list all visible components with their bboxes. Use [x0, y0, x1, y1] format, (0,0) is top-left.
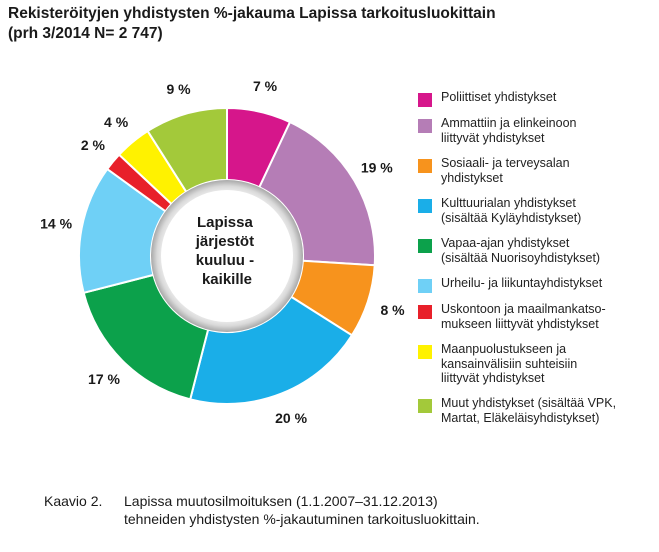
legend-swatch [418, 199, 432, 213]
center-line: Lapissa [197, 214, 254, 231]
legend-line: liittyvät yhdistykset [441, 371, 545, 385]
legend-swatch [418, 239, 432, 253]
value-label-ammatti: 19 % [361, 159, 393, 175]
legend-swatch [418, 305, 432, 319]
value-label-muut: 9 % [166, 81, 191, 97]
legend-line: Martat, Eläkeläisyhdistykset) [441, 410, 600, 425]
chart-title-line1: Rekisteröityjen yhdistysten %-jakauma La… [8, 5, 496, 22]
caption-line: tehneiden yhdistysten %-jakautuminen tar… [124, 511, 480, 527]
legend-item-sosiaali: Sosiaali- ja terveysalan yhdistykset [418, 156, 654, 185]
legend-label: Sosiaali- ja terveysalan yhdistykset [441, 156, 570, 185]
value-label-urheilu: 14 % [40, 215, 72, 231]
legend-item-uskonto: Uskontoon ja maailmankatso- mukseen liit… [418, 302, 654, 331]
value-label-poliittiset: 7 % [253, 78, 278, 94]
value-label-sosiaali: 8 % [380, 302, 405, 318]
value-label-kulttuuri: 20 % [275, 410, 307, 426]
legend-line: (sisältää Kyläyhdistykset) [441, 210, 582, 225]
legend-item-maanpuolustus: Maanpuolustukseen ja kansainvälisiin suh… [418, 342, 654, 386]
legend-item-vapaa-aika: Vapaa-ajan yhdistykset (sisältää Nuoriso… [418, 236, 654, 265]
legend-swatch [418, 159, 432, 173]
legend-line: yhdistykset [441, 170, 503, 185]
legend-line: Vapaa-ajan yhdistykset [441, 236, 570, 250]
legend-line: Sosiaali- ja terveysalan [441, 156, 570, 170]
slices-group [78, 106, 376, 405]
value-labels: 7 % 19 % 8 % 20 % 17 % 14 % 2 % 4 % 9 % [40, 78, 405, 426]
center-line: kuuluu - [196, 252, 254, 269]
legend-line: Muut yhdistykset (sisältää VPK, [441, 396, 617, 410]
legend-label: Maanpuolustukseen ja kansainvälisiin suh… [441, 342, 577, 386]
legend-line: Poliittiset yhdistykset [441, 90, 557, 104]
donut-chart: Lapissa järjestöt kuuluu - kaikille 7 % … [40, 78, 405, 426]
legend-item-poliittiset: Poliittiset yhdistykset [418, 90, 654, 107]
legend-label: Muut yhdistykset (sisältää VPK, Martat, … [441, 396, 616, 425]
legend-line: (sisältää Nuorisoyhdistykset) [441, 250, 601, 265]
donut-hole-center [161, 190, 293, 322]
legend-item-kulttuuri: Kulttuurialan yhdistykset (sisältää Kylä… [418, 196, 654, 225]
value-label-uskonto: 2 % [81, 137, 106, 153]
legend-line: Uskontoon ja maailmankatso- [441, 302, 606, 316]
legend-item-muut: Muut yhdistykset (sisältää VPK, Martat, … [418, 396, 654, 425]
value-label-maanpuolustus: 4 % [104, 114, 129, 130]
legend-line: Ammattiin ja elinkeinoon [441, 116, 577, 130]
legend-line: kansainvälisiin suhteisiin [441, 356, 578, 371]
legend-swatch [418, 119, 432, 133]
legend-line: mukseen liittyvät yhdistykset [441, 316, 599, 331]
legend-item-urheilu: Urheilu- ja liikuntayhdistykset [418, 276, 654, 293]
legend-label: Kulttuurialan yhdistykset (sisältää Kylä… [441, 196, 581, 225]
legend-label: Uskontoon ja maailmankatso- mukseen liit… [441, 302, 606, 331]
legend-label: Urheilu- ja liikuntayhdistykset [441, 276, 602, 291]
value-label-vapaa-aika: 17 % [88, 371, 120, 387]
legend-line: Urheilu- ja liikuntayhdistykset [441, 276, 603, 290]
center-line: järjestöt [195, 233, 254, 250]
caption-label: Kaavio 2. [44, 493, 103, 509]
chart-title: Rekisteröityjen yhdistysten %-jakauma La… [8, 4, 648, 44]
legend-swatch [418, 93, 432, 107]
legend-line: Maanpuolustukseen ja [441, 342, 567, 356]
caption-line: Lapissa muutosilmoituksen (1.1.2007–31.1… [124, 493, 438, 509]
legend-item-ammatti: Ammattiin ja elinkeinoon liittyvät yhdis… [418, 116, 654, 145]
legend-line: liittyvät yhdistykset [441, 130, 545, 145]
center-text: Lapissa järjestöt kuuluu - kaikille [195, 214, 259, 288]
legend-swatch [418, 399, 432, 413]
chart-title-line2: (prh 3/2014 N= 2 747) [8, 25, 163, 42]
legend-label: Poliittiset yhdistykset [441, 90, 556, 105]
legend-swatch [418, 345, 432, 359]
legend-label: Ammattiin ja elinkeinoon liittyvät yhdis… [441, 116, 577, 145]
legend-line: Kulttuurialan yhdistykset [441, 196, 576, 210]
center-line: kaikille [202, 271, 252, 288]
legend-label: Vapaa-ajan yhdistykset (sisältää Nuoriso… [441, 236, 600, 265]
legend-swatch [418, 279, 432, 293]
